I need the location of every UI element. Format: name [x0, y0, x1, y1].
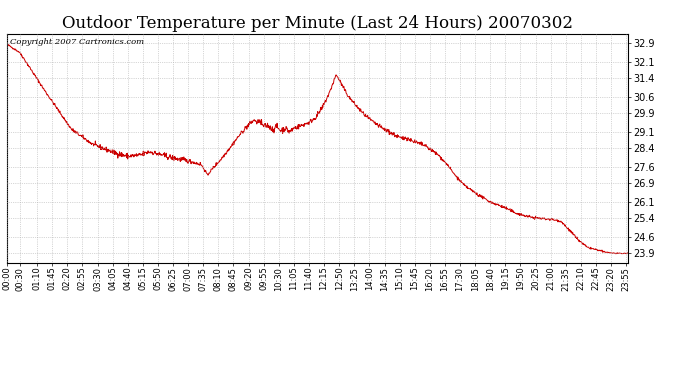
Title: Outdoor Temperature per Minute (Last 24 Hours) 20070302: Outdoor Temperature per Minute (Last 24 … [62, 15, 573, 32]
Text: Copyright 2007 Cartronics.com: Copyright 2007 Cartronics.com [10, 38, 144, 46]
